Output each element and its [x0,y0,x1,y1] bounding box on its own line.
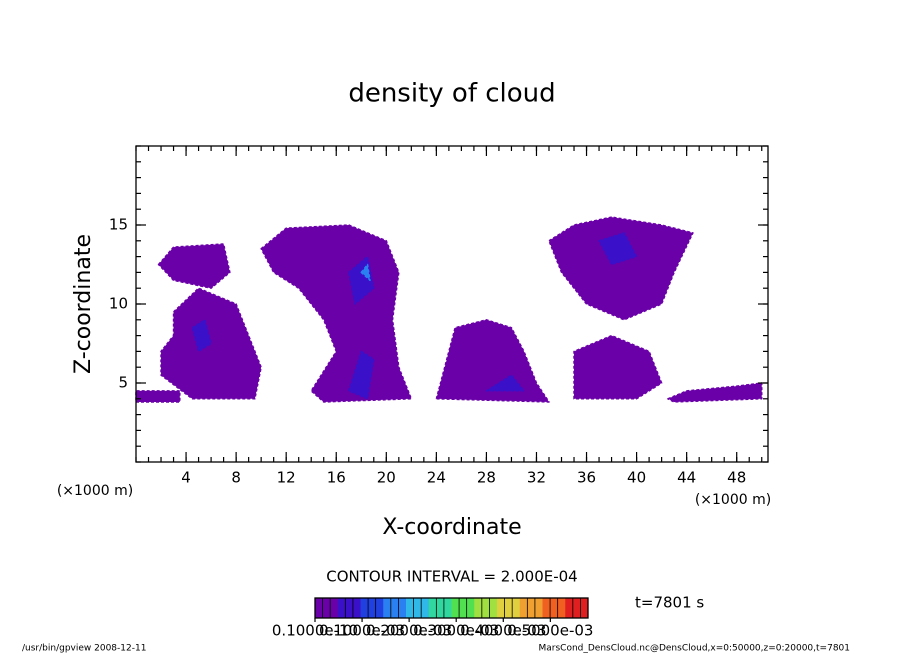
colorbar-band [337,598,361,618]
contour-region [667,382,763,403]
x-tick-label: 44 [677,469,696,487]
contour-region [360,263,371,282]
colorbar-tick-label: 0.5000e-03 [507,622,593,640]
colorbar-frame [314,597,589,619]
colorbar-band [519,598,543,618]
y-axis-label: Z-coordinate [71,234,96,374]
colorbar-tick-label: 0.2000e-03 [366,622,452,640]
x-tick-label: 4 [181,469,191,487]
contour-region [435,319,550,403]
colorbar-band [360,598,384,618]
contour-region [191,319,212,353]
contour-region [485,374,525,392]
y-unit: (×1000 m) [57,483,133,499]
colorbar-tick-label: 0.4000e-03 [460,622,546,640]
x-tick-label: 40 [627,469,646,487]
contour-region [548,216,694,321]
y-tick-label: 10 [109,295,128,313]
contour-interval: CONTOUR INTERVAL = 2.000E-04 [326,568,577,586]
y-tick-label: 15 [109,216,128,234]
x-tick-label: 48 [727,469,746,487]
colorbar-band [474,598,498,618]
colorbar-band [451,598,475,618]
x-tick-label: 12 [277,469,296,487]
colorbar-band [428,598,452,618]
x-tick-label: 20 [377,469,396,487]
x-tick-label: 32 [527,469,546,487]
colorbar-band [497,598,521,618]
colorbar-band [565,598,589,618]
colorbar-band [383,598,407,618]
x-tick-label: 36 [577,469,596,487]
contour-region [135,390,181,403]
x-unit: (×1000 m) [695,492,771,508]
footer-right: MarsCond_DensCloud.nc@DensCloud,x=0:5000… [539,644,851,654]
colorbar-tick-label: 0.1000e-10 [272,622,358,640]
y-tick-label: 5 [118,374,128,392]
colorbar-band [542,598,566,618]
colorbar-tick-label: 0.1000e-03 [319,622,405,640]
x-tick-label: 16 [327,469,346,487]
contour-region [348,350,375,400]
footer-left: /usr/bin/gpview 2008-12-11 [22,644,146,654]
x-axis-label: X-coordinate [382,515,521,540]
contour-region [598,232,638,266]
chart-title: density of cloud [348,79,555,109]
x-tick-label: 8 [231,469,241,487]
x-tick-label: 24 [427,469,446,487]
contour-region [260,224,413,403]
colorbar-band [315,598,339,618]
contour-region [157,243,231,289]
time-label: t=7801 s [635,594,704,612]
colorbar-band [406,598,430,618]
x-tick-label: 28 [477,469,496,487]
colorbar-tick-label: 0.3000e-03 [413,622,499,640]
contour-region [573,334,663,400]
